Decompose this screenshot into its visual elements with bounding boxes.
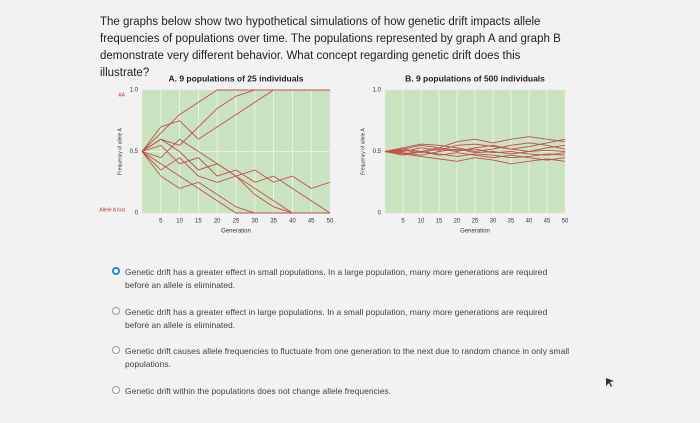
y-tick-label: 0 bbox=[378, 211, 382, 217]
option[interactable]: Genetic drift has a greater effect in sm… bbox=[112, 266, 572, 292]
x-tick-label: 45 bbox=[544, 219, 551, 225]
radio-button[interactable] bbox=[112, 267, 120, 275]
option-text: Genetic drift has a greater effect in sm… bbox=[125, 267, 548, 290]
series-line bbox=[141, 89, 330, 152]
x-axis-label: Generation bbox=[221, 229, 251, 235]
x-tick-label: 15 bbox=[195, 219, 202, 225]
y-tick-label: 1.0 bbox=[130, 88, 139, 94]
series-line bbox=[141, 138, 331, 189]
y-axis-label: Frequency of allele A bbox=[117, 127, 123, 174]
option[interactable]: Genetic drift has a greater effect in la… bbox=[112, 306, 572, 332]
x-tick-label: 30 bbox=[490, 219, 497, 225]
annotation: AA bbox=[118, 92, 125, 98]
x-tick-label: 10 bbox=[418, 219, 425, 225]
option[interactable]: Genetic drift causes allele frequencies … bbox=[112, 345, 572, 371]
cursor bbox=[606, 378, 614, 387]
x-tick-label: 35 bbox=[270, 219, 277, 225]
charts: A. 9 populations of 25 individuals Genera… bbox=[99, 73, 569, 235]
series-line bbox=[384, 151, 566, 165]
series-line bbox=[384, 136, 566, 152]
series-line bbox=[141, 144, 331, 214]
x-tick-label: 15 bbox=[436, 219, 443, 225]
question: The graphs below show two hypothetical s… bbox=[100, 16, 561, 79]
radio-button[interactable] bbox=[112, 386, 120, 394]
x-tick-label: 5 bbox=[401, 219, 405, 225]
x-tick-label: 20 bbox=[214, 219, 221, 225]
x-tick-label: 30 bbox=[251, 219, 258, 225]
series-line bbox=[385, 138, 566, 152]
series-line bbox=[384, 147, 566, 156]
option-text: Genetic drift causes allele frequencies … bbox=[125, 346, 570, 369]
y-tick-label: 0.5 bbox=[130, 149, 139, 155]
x-tick-label: 40 bbox=[526, 219, 533, 225]
x-tick-label: 50 bbox=[327, 219, 334, 225]
radio-button[interactable] bbox=[112, 307, 120, 315]
x-tick-label: 50 bbox=[562, 219, 569, 225]
chart-title: B. 9 populations of 500 individuals bbox=[405, 73, 545, 83]
x-tick-label: 45 bbox=[308, 219, 315, 225]
x-tick-label: 25 bbox=[472, 219, 479, 225]
y-tick-label: 0.5 bbox=[373, 149, 382, 155]
option-text: Genetic drift within the populations doe… bbox=[125, 386, 392, 396]
x-tick-label: 20 bbox=[454, 219, 461, 225]
x-tick-label: 5 bbox=[159, 219, 163, 225]
y-axis-label: Frequency of allele A bbox=[360, 127, 366, 174]
radio-button[interactable] bbox=[112, 346, 120, 354]
option[interactable]: Genetic drift within the populations doe… bbox=[112, 385, 572, 398]
chart-title: A. 9 populations of 25 individuals bbox=[168, 73, 303, 83]
x-tick-label: 40 bbox=[289, 219, 296, 225]
x-tick-label: 10 bbox=[176, 219, 183, 225]
series-line bbox=[141, 151, 330, 214]
series-line bbox=[384, 148, 566, 161]
y-tick-label: 1.0 bbox=[373, 88, 382, 94]
series-line bbox=[384, 142, 566, 152]
option-text: Genetic drift has a greater effect in la… bbox=[125, 307, 548, 330]
series-line bbox=[384, 148, 566, 156]
annotation: Allele A lost bbox=[99, 207, 125, 213]
x-tick-label: 25 bbox=[233, 219, 240, 225]
x-axis-label: Generation bbox=[460, 229, 490, 235]
y-tick-label: 0 bbox=[135, 211, 139, 217]
x-tick-label: 35 bbox=[508, 219, 515, 225]
